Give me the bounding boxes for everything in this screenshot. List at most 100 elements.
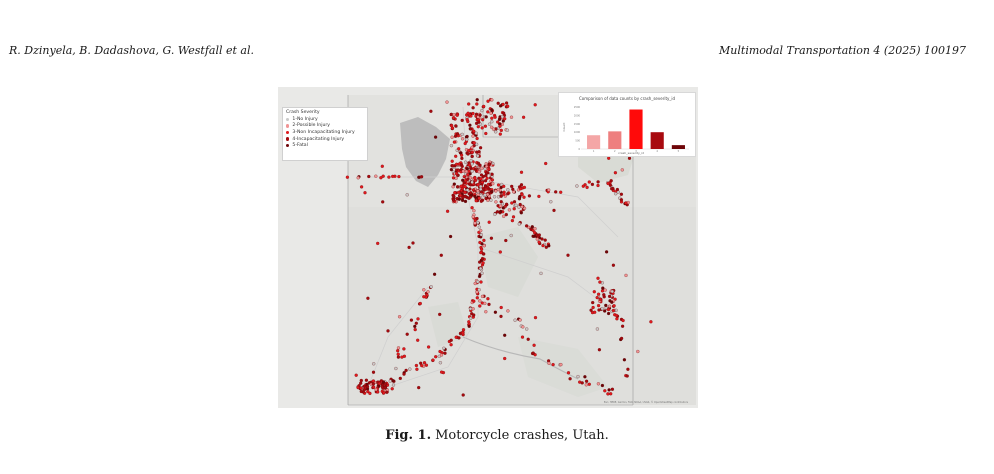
crash-point [520, 192, 524, 197]
crash-point [607, 294, 612, 299]
crash-point [624, 273, 628, 278]
severity-bar-chart: Comparison of data counts by crash_sever… [562, 96, 689, 155]
crash-point [478, 266, 483, 271]
crash-point [532, 343, 536, 347]
chart-y-tick-label: 1000 [574, 131, 581, 134]
crash-point [559, 362, 563, 367]
crash-point [544, 245, 548, 249]
crash-point [589, 308, 593, 312]
crash-point [402, 372, 406, 376]
crash-point [390, 387, 394, 391]
crash-point [470, 206, 474, 210]
crash-point [503, 117, 507, 121]
chart-y-label: Count [562, 122, 566, 132]
crash-point [471, 134, 475, 138]
crash-point [615, 187, 620, 192]
crash-point [478, 240, 482, 245]
crash-point [345, 175, 350, 179]
crash-point [506, 192, 510, 196]
crash-point [606, 181, 610, 186]
crash-point [376, 241, 380, 246]
bar-chart-inset: Comparison of data counts by crash_sever… [558, 92, 696, 157]
great-salt-lake [400, 117, 450, 187]
crash-point [583, 375, 587, 379]
crash-point [479, 177, 483, 181]
crash-point [473, 281, 477, 286]
crash-point [486, 99, 490, 103]
crash-point [380, 164, 384, 168]
crash-point [547, 244, 551, 248]
crash-point [484, 196, 488, 201]
crash-point [452, 140, 457, 144]
crash-point [424, 363, 429, 367]
crash-point [491, 182, 495, 186]
crash-point [501, 206, 505, 210]
crash-point [413, 324, 417, 329]
crash-point [517, 205, 521, 209]
crash-point [482, 252, 486, 256]
crash-point [455, 132, 460, 136]
crash-point [566, 253, 570, 257]
crash-point [525, 327, 529, 331]
crash-point [460, 198, 465, 203]
crash-point [473, 194, 477, 199]
crash-point [494, 200, 498, 204]
crash-point [460, 132, 464, 137]
crash-point [476, 189, 480, 193]
crash-point [614, 313, 619, 318]
crash-point [611, 263, 616, 267]
crash-point [490, 108, 494, 112]
crash-point [510, 218, 515, 223]
crash-point [459, 184, 463, 188]
crash-point [472, 209, 476, 213]
chart-x-tick-label: 2 [614, 150, 616, 153]
legend-dot-non-incapacitating [286, 130, 290, 135]
crash-point [498, 124, 502, 128]
crash-point [466, 152, 470, 156]
crash-point [502, 214, 506, 218]
crash-point [457, 147, 461, 151]
legend-dot-fatal [286, 143, 290, 148]
crash-point [496, 187, 500, 192]
crash-point [499, 305, 503, 310]
crash-point [476, 280, 480, 284]
crash-point [597, 308, 601, 312]
crash-point [609, 392, 613, 396]
crash-point [539, 271, 543, 276]
crash-point [465, 117, 469, 122]
crash-point [490, 189, 494, 194]
crash-point [463, 194, 467, 198]
crash-point [454, 171, 459, 176]
crash-point [443, 351, 447, 355]
crash-point [490, 98, 494, 102]
crash-point [465, 134, 469, 139]
crash-point [457, 336, 461, 340]
crash-point [519, 211, 523, 215]
crash-point [600, 306, 604, 311]
crash-point [457, 197, 461, 201]
crash-point [362, 388, 366, 392]
crash-point [491, 127, 496, 131]
crash-point [354, 373, 358, 377]
crash-point [442, 346, 446, 350]
crash-point [470, 162, 474, 166]
crash-point [448, 234, 453, 239]
crash-point [496, 120, 500, 124]
crash-point [502, 111, 506, 115]
crash-point [414, 321, 418, 325]
crash-point [374, 174, 378, 178]
crash-point [429, 109, 433, 113]
crash-point [381, 174, 385, 178]
crash-point [451, 198, 456, 202]
crash-point [532, 230, 537, 235]
crash-point [620, 324, 625, 328]
crash-point [455, 113, 459, 117]
crash-point [587, 180, 591, 184]
crash-point [476, 220, 480, 225]
crash-point [494, 189, 498, 193]
crash-point [445, 209, 450, 213]
crash-point [468, 307, 473, 311]
crash-point [596, 292, 601, 296]
forest-area-3 [428, 302, 468, 347]
chart-x-tick-label: 3 [635, 150, 637, 153]
